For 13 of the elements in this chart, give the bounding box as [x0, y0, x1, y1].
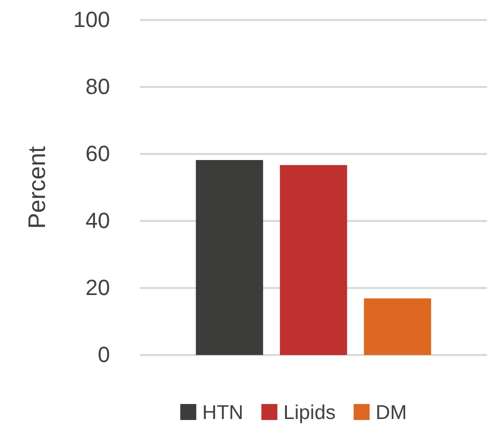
legend-label: DM — [376, 402, 407, 424]
y-tick-label: 20 — [86, 275, 110, 300]
y-axis-title: Percent — [24, 146, 51, 229]
legend-label: HTN — [202, 402, 244, 424]
bar — [196, 160, 264, 355]
legend-label: Lipids — [283, 402, 336, 424]
bar — [280, 165, 348, 355]
y-tick-label: 0 — [98, 342, 110, 368]
y-tick-label: 100 — [73, 7, 110, 32]
y-tick-label: 60 — [86, 141, 110, 166]
y-tick-label: 80 — [86, 74, 110, 100]
y-tick-label: 40 — [86, 208, 110, 234]
bar — [364, 298, 432, 355]
